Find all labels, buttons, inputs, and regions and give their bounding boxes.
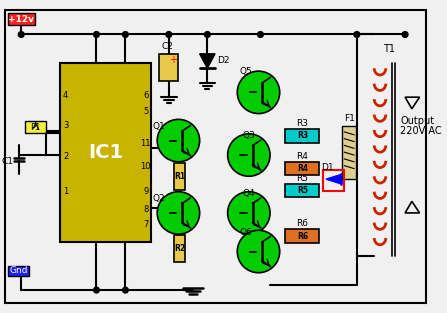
Circle shape [228, 192, 270, 234]
Bar [8, 13, 35, 25]
Circle shape [354, 32, 360, 37]
Circle shape [228, 134, 270, 176]
Text: D1: D1 [322, 163, 334, 172]
Text: Output: Output [400, 116, 434, 126]
Bar [323, 170, 344, 191]
Text: R4: R4 [296, 152, 308, 162]
Circle shape [122, 32, 128, 37]
Text: Q6: Q6 [240, 228, 252, 237]
Text: Gnd: Gnd [9, 266, 28, 275]
Bar [286, 129, 319, 142]
Circle shape [18, 32, 24, 37]
Text: Q4: Q4 [243, 189, 256, 198]
Circle shape [157, 119, 200, 162]
Text: F1: F1 [344, 114, 354, 123]
Circle shape [166, 32, 172, 37]
Bar [60, 64, 152, 242]
Circle shape [257, 32, 263, 37]
Circle shape [93, 32, 99, 37]
Text: +: + [169, 54, 177, 64]
Text: R1: R1 [174, 172, 185, 181]
Circle shape [157, 192, 200, 234]
Text: 9: 9 [143, 187, 148, 196]
Circle shape [237, 71, 280, 114]
Text: 8: 8 [143, 205, 148, 214]
Text: R5: R5 [296, 174, 308, 183]
Text: C2: C2 [161, 42, 173, 51]
Text: T1: T1 [383, 44, 395, 54]
Bar [286, 162, 319, 175]
Text: P1: P1 [30, 123, 41, 131]
Text: Q2: Q2 [153, 194, 165, 203]
Circle shape [204, 32, 210, 37]
Text: 220V AC: 220V AC [400, 126, 442, 136]
Text: Q3: Q3 [243, 131, 256, 140]
Text: R6: R6 [296, 219, 308, 228]
Text: R2: R2 [174, 244, 185, 253]
Bar [342, 126, 356, 179]
Text: R3: R3 [297, 131, 308, 140]
Text: Q5: Q5 [240, 67, 252, 76]
Text: 11: 11 [140, 139, 151, 148]
Text: IC1: IC1 [88, 143, 123, 162]
Text: R3: R3 [296, 119, 308, 128]
Bar [159, 54, 178, 81]
Circle shape [93, 287, 99, 293]
Bar [173, 163, 185, 190]
Circle shape [402, 32, 408, 37]
Text: 4: 4 [63, 91, 68, 100]
Bar [173, 235, 185, 262]
Text: R5: R5 [297, 186, 308, 195]
Polygon shape [200, 54, 215, 68]
Bar [25, 121, 46, 133]
Text: R4: R4 [297, 164, 308, 173]
Text: 3: 3 [63, 121, 68, 131]
Circle shape [237, 230, 280, 273]
Text: 7: 7 [143, 219, 148, 228]
Text: C1: C1 [2, 157, 14, 166]
Text: 5: 5 [143, 107, 148, 116]
Bar [286, 184, 319, 198]
Text: 2: 2 [63, 152, 68, 161]
Text: D2: D2 [217, 56, 229, 65]
Text: Q1: Q1 [153, 122, 165, 131]
Text: +12v: +12v [8, 15, 34, 23]
Polygon shape [326, 174, 342, 184]
Text: 6: 6 [143, 91, 148, 100]
Text: 1: 1 [63, 187, 68, 196]
Circle shape [122, 287, 128, 293]
Text: 10: 10 [140, 162, 151, 172]
Bar [286, 229, 319, 243]
Text: R6: R6 [297, 232, 308, 241]
Bar [8, 266, 29, 276]
